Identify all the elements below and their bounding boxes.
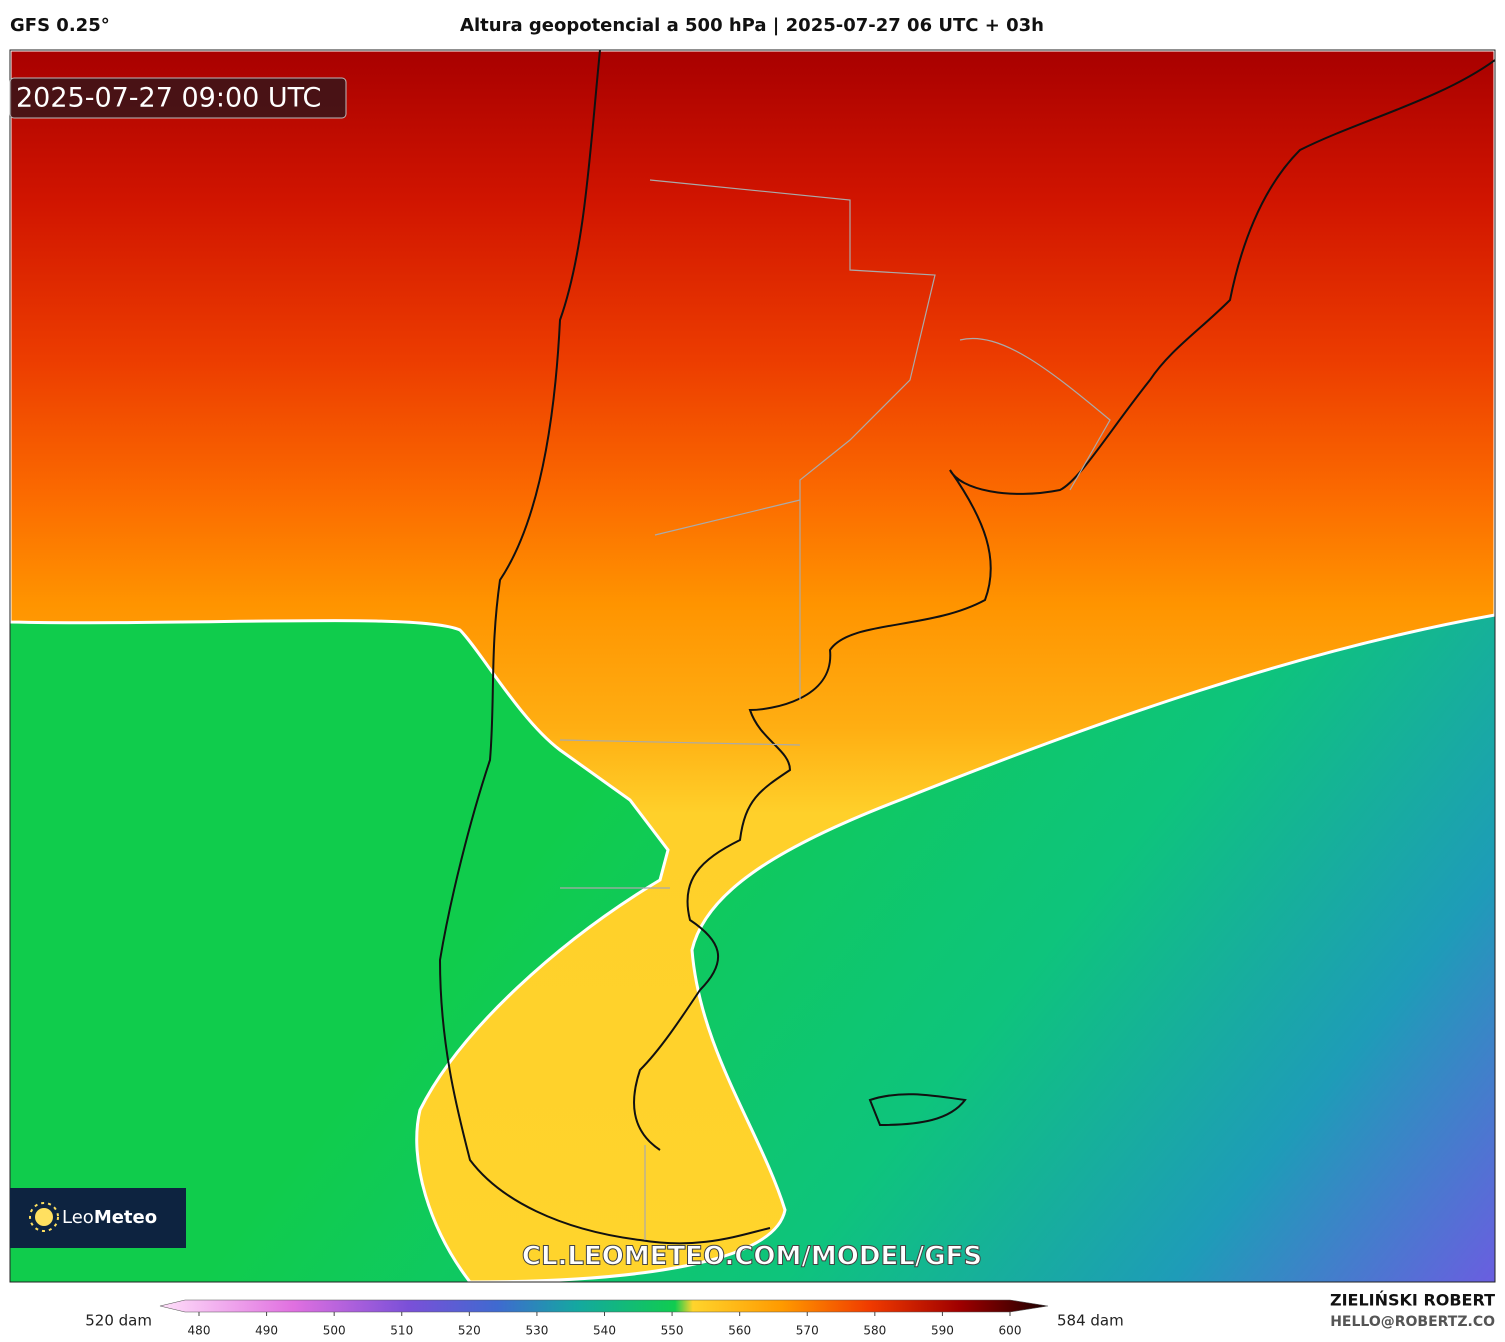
map-frame <box>9 49 1496 1283</box>
logo-sun <box>35 1208 53 1226</box>
colorbar-tick-label: 530 <box>525 1324 548 1338</box>
colorbar-tick-label: 550 <box>661 1324 684 1338</box>
model-label: GFS 0.25° <box>10 15 110 36</box>
colorbar-tick-label: 480 <box>188 1324 211 1338</box>
colorbar-tick-label: 490 <box>255 1324 278 1338</box>
coastline <box>438 50 1495 1245</box>
colorbar-tick-label: 590 <box>931 1324 954 1338</box>
time-box <box>9 77 347 119</box>
colorbar-tick-label: 500 <box>323 1324 346 1338</box>
colorbar-max: 584 dam <box>1057 1312 1124 1330</box>
map-area <box>10 50 1495 1282</box>
warm-field <box>10 50 1495 1282</box>
author: ZIELIŃSKI ROBERT <box>1330 1291 1495 1310</box>
watermark: CL.LEOMETEO.COM/MODEL/GFS <box>522 1242 982 1272</box>
colorbar-tick-label: 560 <box>728 1324 751 1338</box>
logo-light: Leo <box>62 1207 94 1228</box>
logo-bold: Meteo <box>94 1207 157 1228</box>
colorbar-tick-label: 570 <box>796 1324 819 1338</box>
logo-rays <box>29 1202 59 1232</box>
colorbar-tick-label: 510 <box>390 1324 413 1338</box>
colorbar <box>159 1299 1049 1313</box>
email: HELLO@ROBERTZ.CO <box>1330 1314 1495 1330</box>
logo: LeoMeteo <box>62 1207 157 1228</box>
colorbar-tick-label: 540 <box>593 1324 616 1338</box>
colorbar-tick-label: 600 <box>999 1324 1022 1338</box>
colorbar-tick-label: 520 <box>458 1324 481 1338</box>
map-title: Altura geopotencial a 500 hPa | 2025-07-… <box>460 15 1044 36</box>
colorbar-tick-label: 580 <box>863 1324 886 1338</box>
colorbar-min: 520 dam <box>85 1312 152 1330</box>
valid-time: 2025-07-27 09:00 UTC <box>16 83 321 114</box>
borders <box>559 179 1111 1240</box>
